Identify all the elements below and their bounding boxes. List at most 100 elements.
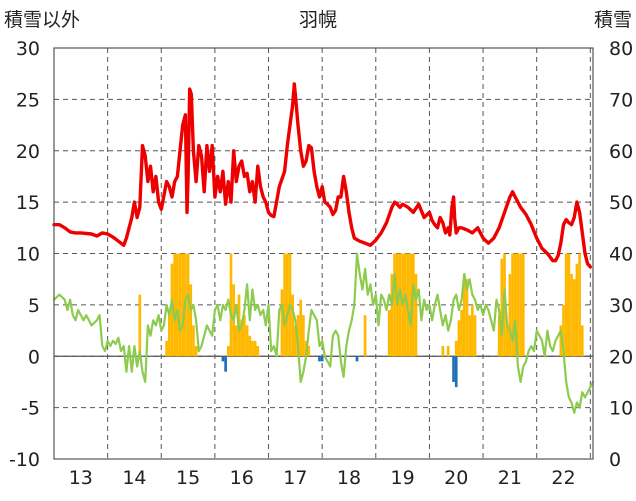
orange-bar — [516, 253, 520, 357]
orange-bar — [192, 325, 195, 357]
x-tick-label: 22 — [551, 467, 575, 489]
left-tick-label: 30 — [16, 38, 40, 60]
orange-bar — [363, 315, 367, 357]
right-tick-label: 10 — [609, 398, 633, 420]
orange-bar — [251, 340, 254, 357]
orange-bar — [291, 294, 295, 357]
x-tick-label: 16 — [230, 467, 254, 489]
orange-bar — [283, 253, 286, 357]
orange-bar — [280, 289, 284, 357]
orange-bar — [497, 315, 501, 357]
left-tick-label: 10 — [16, 244, 40, 266]
left-tick-label: -10 — [9, 449, 40, 471]
orange-bar — [176, 253, 179, 357]
orange-bar — [245, 325, 249, 357]
orange-bar — [441, 345, 445, 357]
orange-bar — [521, 253, 525, 357]
orange-bar — [559, 325, 563, 357]
orange-bar — [572, 279, 576, 357]
orange-bar — [138, 294, 142, 357]
plot-frame — [53, 47, 594, 460]
orange-bar — [167, 315, 171, 357]
blue-bar — [355, 356, 359, 362]
x-tick-label: 19 — [391, 467, 415, 489]
blue-bar — [320, 356, 324, 362]
right-tick-label: 20 — [609, 346, 633, 368]
green-series-line — [52, 252, 595, 414]
left-tick-label: 25 — [16, 89, 40, 111]
orange-bar — [189, 284, 193, 357]
orange-bar — [465, 279, 469, 357]
orange-bar — [570, 274, 573, 357]
x-tick-label: 20 — [444, 467, 468, 489]
orange-bar — [470, 304, 474, 357]
orange-bar — [505, 325, 509, 357]
plot-border — [53, 47, 594, 460]
line-series-layer — [52, 82, 595, 414]
orange-bar — [299, 299, 303, 357]
orange-bar — [307, 345, 311, 357]
orange-bar — [409, 253, 412, 357]
orange-bar — [235, 325, 238, 357]
orange-bar — [165, 340, 168, 357]
orange-bar — [229, 253, 233, 357]
blue-bar — [224, 356, 227, 372]
right-axis-label: 積雪 — [594, 9, 632, 31]
orange-bar — [387, 310, 391, 357]
orange-bar — [468, 315, 471, 357]
right-tick-label: 0 — [609, 449, 621, 471]
orange-bar — [294, 325, 297, 357]
orange-bar — [575, 263, 579, 357]
orange-bar — [562, 304, 565, 357]
x-tick-label: 15 — [176, 467, 200, 489]
orange-bar — [446, 345, 450, 357]
blue-bar — [452, 356, 455, 382]
right-tick-label: 60 — [609, 141, 633, 163]
orange-bar — [462, 274, 466, 357]
axis-labels: -10 0 -5 10 0 20 5 30 10 40 15 50 20 60 25 70 30 80 13 14 15… — [9, 38, 633, 489]
orange-bar — [173, 253, 177, 357]
left-tick-label: 5 — [28, 295, 40, 317]
orange-bar — [500, 258, 504, 357]
left-tick-label: -5 — [21, 398, 40, 420]
x-tick-label: 13 — [69, 467, 93, 489]
orange-bar — [398, 253, 402, 357]
orange-bar — [170, 263, 174, 357]
x-tick-label: 18 — [337, 467, 361, 489]
right-tick-label: 40 — [609, 244, 633, 266]
blue-bar — [318, 356, 321, 362]
orange-bar — [511, 253, 514, 357]
right-tick-label: 50 — [609, 192, 633, 214]
orange-bar — [457, 320, 461, 357]
left-tick-label: 20 — [16, 141, 40, 163]
orange-bar — [473, 315, 477, 357]
orange-bar — [240, 320, 244, 357]
orange-bar — [296, 315, 300, 357]
left-tick-label: 15 — [16, 192, 40, 214]
orange-bar — [567, 253, 571, 357]
blue-bar — [221, 356, 225, 362]
orange-bar — [508, 274, 512, 357]
orange-bar — [454, 340, 458, 357]
orange-bar — [414, 274, 418, 357]
orange-bar — [393, 253, 396, 357]
orange-bar — [194, 345, 198, 357]
orange-bar — [186, 253, 190, 357]
x-tick-label: 14 — [122, 467, 146, 489]
orange-bar — [513, 253, 517, 357]
red-series-line — [52, 82, 592, 269]
orange-bar — [460, 310, 463, 357]
orange-bar — [253, 340, 257, 357]
right-tick-label: 30 — [609, 295, 633, 317]
orange-bar — [302, 315, 305, 357]
orange-bar — [181, 253, 185, 357]
bar-series-layer — [138, 253, 584, 388]
orange-bar — [519, 253, 522, 357]
orange-bar — [226, 345, 230, 357]
blue-bar — [454, 356, 458, 388]
orange-bar — [285, 253, 289, 357]
orange-bar — [178, 253, 182, 357]
orange-bar — [578, 253, 581, 357]
orange-bar — [390, 274, 394, 357]
